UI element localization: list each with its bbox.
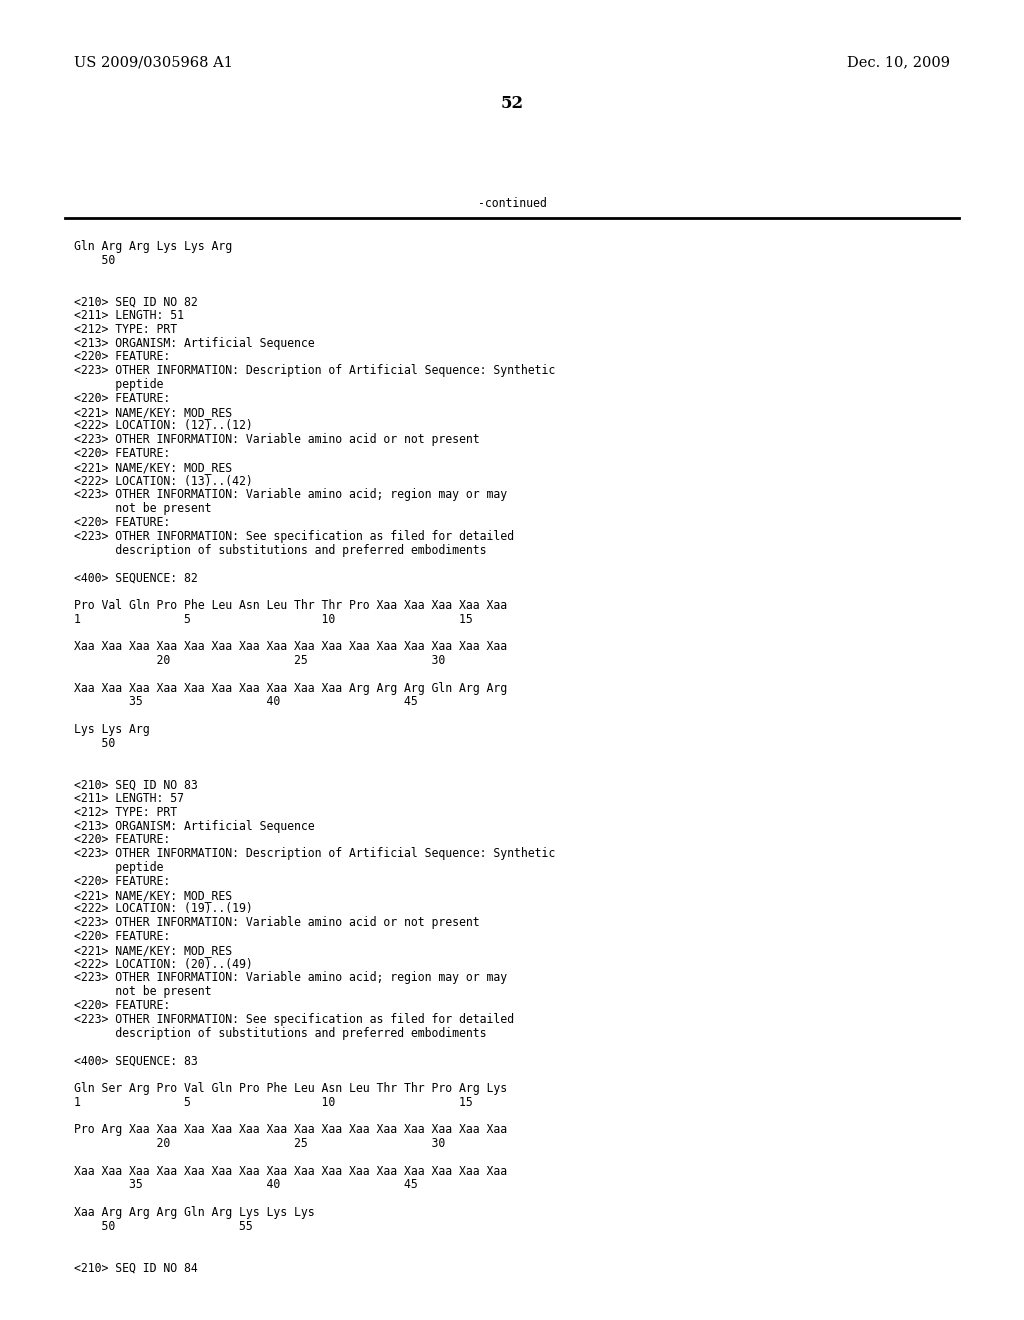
Text: <213> ORGANISM: Artificial Sequence: <213> ORGANISM: Artificial Sequence: [74, 337, 314, 350]
Text: Xaa Xaa Xaa Xaa Xaa Xaa Xaa Xaa Xaa Xaa Xaa Xaa Xaa Xaa Xaa Xaa: Xaa Xaa Xaa Xaa Xaa Xaa Xaa Xaa Xaa Xaa …: [74, 1164, 507, 1177]
Text: <223> OTHER INFORMATION: Description of Artificial Sequence: Synthetic: <223> OTHER INFORMATION: Description of …: [74, 847, 555, 861]
Text: <210> SEQ ID NO 82: <210> SEQ ID NO 82: [74, 296, 198, 308]
Text: 35                  40                  45: 35 40 45: [74, 696, 418, 709]
Text: <221> NAME/KEY: MOD_RES: <221> NAME/KEY: MOD_RES: [74, 405, 231, 418]
Text: 1               5                   10                  15: 1 5 10 15: [74, 1096, 472, 1109]
Text: <220> FEATURE:: <220> FEATURE:: [74, 392, 170, 405]
Text: <222> LOCATION: (19)..(19): <222> LOCATION: (19)..(19): [74, 903, 253, 915]
Text: <220> FEATURE:: <220> FEATURE:: [74, 875, 170, 888]
Text: Xaa Arg Arg Arg Gln Arg Lys Lys Lys: Xaa Arg Arg Arg Gln Arg Lys Lys Lys: [74, 1206, 314, 1218]
Text: <221> NAME/KEY: MOD_RES: <221> NAME/KEY: MOD_RES: [74, 461, 231, 474]
Text: <220> FEATURE:: <220> FEATURE:: [74, 516, 170, 529]
Text: <221> NAME/KEY: MOD_RES: <221> NAME/KEY: MOD_RES: [74, 888, 231, 902]
Text: Xaa Xaa Xaa Xaa Xaa Xaa Xaa Xaa Xaa Xaa Arg Arg Arg Gln Arg Arg: Xaa Xaa Xaa Xaa Xaa Xaa Xaa Xaa Xaa Xaa …: [74, 681, 507, 694]
Text: <212> TYPE: PRT: <212> TYPE: PRT: [74, 805, 177, 818]
Text: <400> SEQUENCE: 82: <400> SEQUENCE: 82: [74, 572, 198, 585]
Text: 52: 52: [501, 95, 523, 112]
Text: <223> OTHER INFORMATION: Variable amino acid or not present: <223> OTHER INFORMATION: Variable amino …: [74, 433, 479, 446]
Text: peptide: peptide: [74, 378, 163, 391]
Text: Gln Arg Arg Lys Lys Arg: Gln Arg Arg Lys Lys Arg: [74, 240, 231, 253]
Text: 50                  55: 50 55: [74, 1220, 253, 1233]
Text: Pro Arg Xaa Xaa Xaa Xaa Xaa Xaa Xaa Xaa Xaa Xaa Xaa Xaa Xaa Xaa: Pro Arg Xaa Xaa Xaa Xaa Xaa Xaa Xaa Xaa …: [74, 1123, 507, 1137]
Text: <213> ORGANISM: Artificial Sequence: <213> ORGANISM: Artificial Sequence: [74, 820, 314, 833]
Text: <223> OTHER INFORMATION: See specification as filed for detailed: <223> OTHER INFORMATION: See specificati…: [74, 529, 514, 543]
Text: <212> TYPE: PRT: <212> TYPE: PRT: [74, 323, 177, 335]
Text: description of substitutions and preferred embodiments: description of substitutions and preferr…: [74, 1027, 486, 1040]
Text: <210> SEQ ID NO 83: <210> SEQ ID NO 83: [74, 779, 198, 791]
Text: <222> LOCATION: (13)..(42): <222> LOCATION: (13)..(42): [74, 475, 253, 487]
Text: <211> LENGTH: 57: <211> LENGTH: 57: [74, 792, 183, 805]
Text: 35                  40                  45: 35 40 45: [74, 1179, 418, 1192]
Text: -continued: -continued: [477, 197, 547, 210]
Text: peptide: peptide: [74, 861, 163, 874]
Text: <223> OTHER INFORMATION: Description of Artificial Sequence: Synthetic: <223> OTHER INFORMATION: Description of …: [74, 364, 555, 378]
Text: Pro Val Gln Pro Phe Leu Asn Leu Thr Thr Pro Xaa Xaa Xaa Xaa Xaa: Pro Val Gln Pro Phe Leu Asn Leu Thr Thr …: [74, 599, 507, 611]
Text: description of substitutions and preferred embodiments: description of substitutions and preferr…: [74, 544, 486, 557]
Text: Gln Ser Arg Pro Val Gln Pro Phe Leu Asn Leu Thr Thr Pro Arg Lys: Gln Ser Arg Pro Val Gln Pro Phe Leu Asn …: [74, 1082, 507, 1094]
Text: <223> OTHER INFORMATION: Variable amino acid; region may or may: <223> OTHER INFORMATION: Variable amino …: [74, 488, 507, 502]
Text: <222> LOCATION: (20)..(49): <222> LOCATION: (20)..(49): [74, 957, 253, 970]
Text: <223> OTHER INFORMATION: Variable amino acid or not present: <223> OTHER INFORMATION: Variable amino …: [74, 916, 479, 929]
Text: <210> SEQ ID NO 84: <210> SEQ ID NO 84: [74, 1261, 198, 1274]
Text: <222> LOCATION: (12)..(12): <222> LOCATION: (12)..(12): [74, 420, 253, 433]
Text: <220> FEATURE:: <220> FEATURE:: [74, 999, 170, 1012]
Text: 50: 50: [74, 737, 115, 750]
Text: <211> LENGTH: 51: <211> LENGTH: 51: [74, 309, 183, 322]
Text: Dec. 10, 2009: Dec. 10, 2009: [847, 55, 950, 69]
Text: Xaa Xaa Xaa Xaa Xaa Xaa Xaa Xaa Xaa Xaa Xaa Xaa Xaa Xaa Xaa Xaa: Xaa Xaa Xaa Xaa Xaa Xaa Xaa Xaa Xaa Xaa …: [74, 640, 507, 653]
Text: <223> OTHER INFORMATION: See specification as filed for detailed: <223> OTHER INFORMATION: See specificati…: [74, 1012, 514, 1026]
Text: <220> FEATURE:: <220> FEATURE:: [74, 931, 170, 942]
Text: <221> NAME/KEY: MOD_RES: <221> NAME/KEY: MOD_RES: [74, 944, 231, 957]
Text: US 2009/0305968 A1: US 2009/0305968 A1: [74, 55, 232, 69]
Text: 20                  25                  30: 20 25 30: [74, 653, 445, 667]
Text: <400> SEQUENCE: 83: <400> SEQUENCE: 83: [74, 1055, 198, 1067]
Text: Lys Lys Arg: Lys Lys Arg: [74, 723, 150, 737]
Text: 20                  25                  30: 20 25 30: [74, 1137, 445, 1150]
Text: 1               5                   10                  15: 1 5 10 15: [74, 612, 472, 626]
Text: not be present: not be present: [74, 985, 211, 998]
Text: <220> FEATURE:: <220> FEATURE:: [74, 447, 170, 459]
Text: not be present: not be present: [74, 502, 211, 515]
Text: <220> FEATURE:: <220> FEATURE:: [74, 350, 170, 363]
Text: <220> FEATURE:: <220> FEATURE:: [74, 833, 170, 846]
Text: 50: 50: [74, 253, 115, 267]
Text: <223> OTHER INFORMATION: Variable amino acid; region may or may: <223> OTHER INFORMATION: Variable amino …: [74, 972, 507, 985]
